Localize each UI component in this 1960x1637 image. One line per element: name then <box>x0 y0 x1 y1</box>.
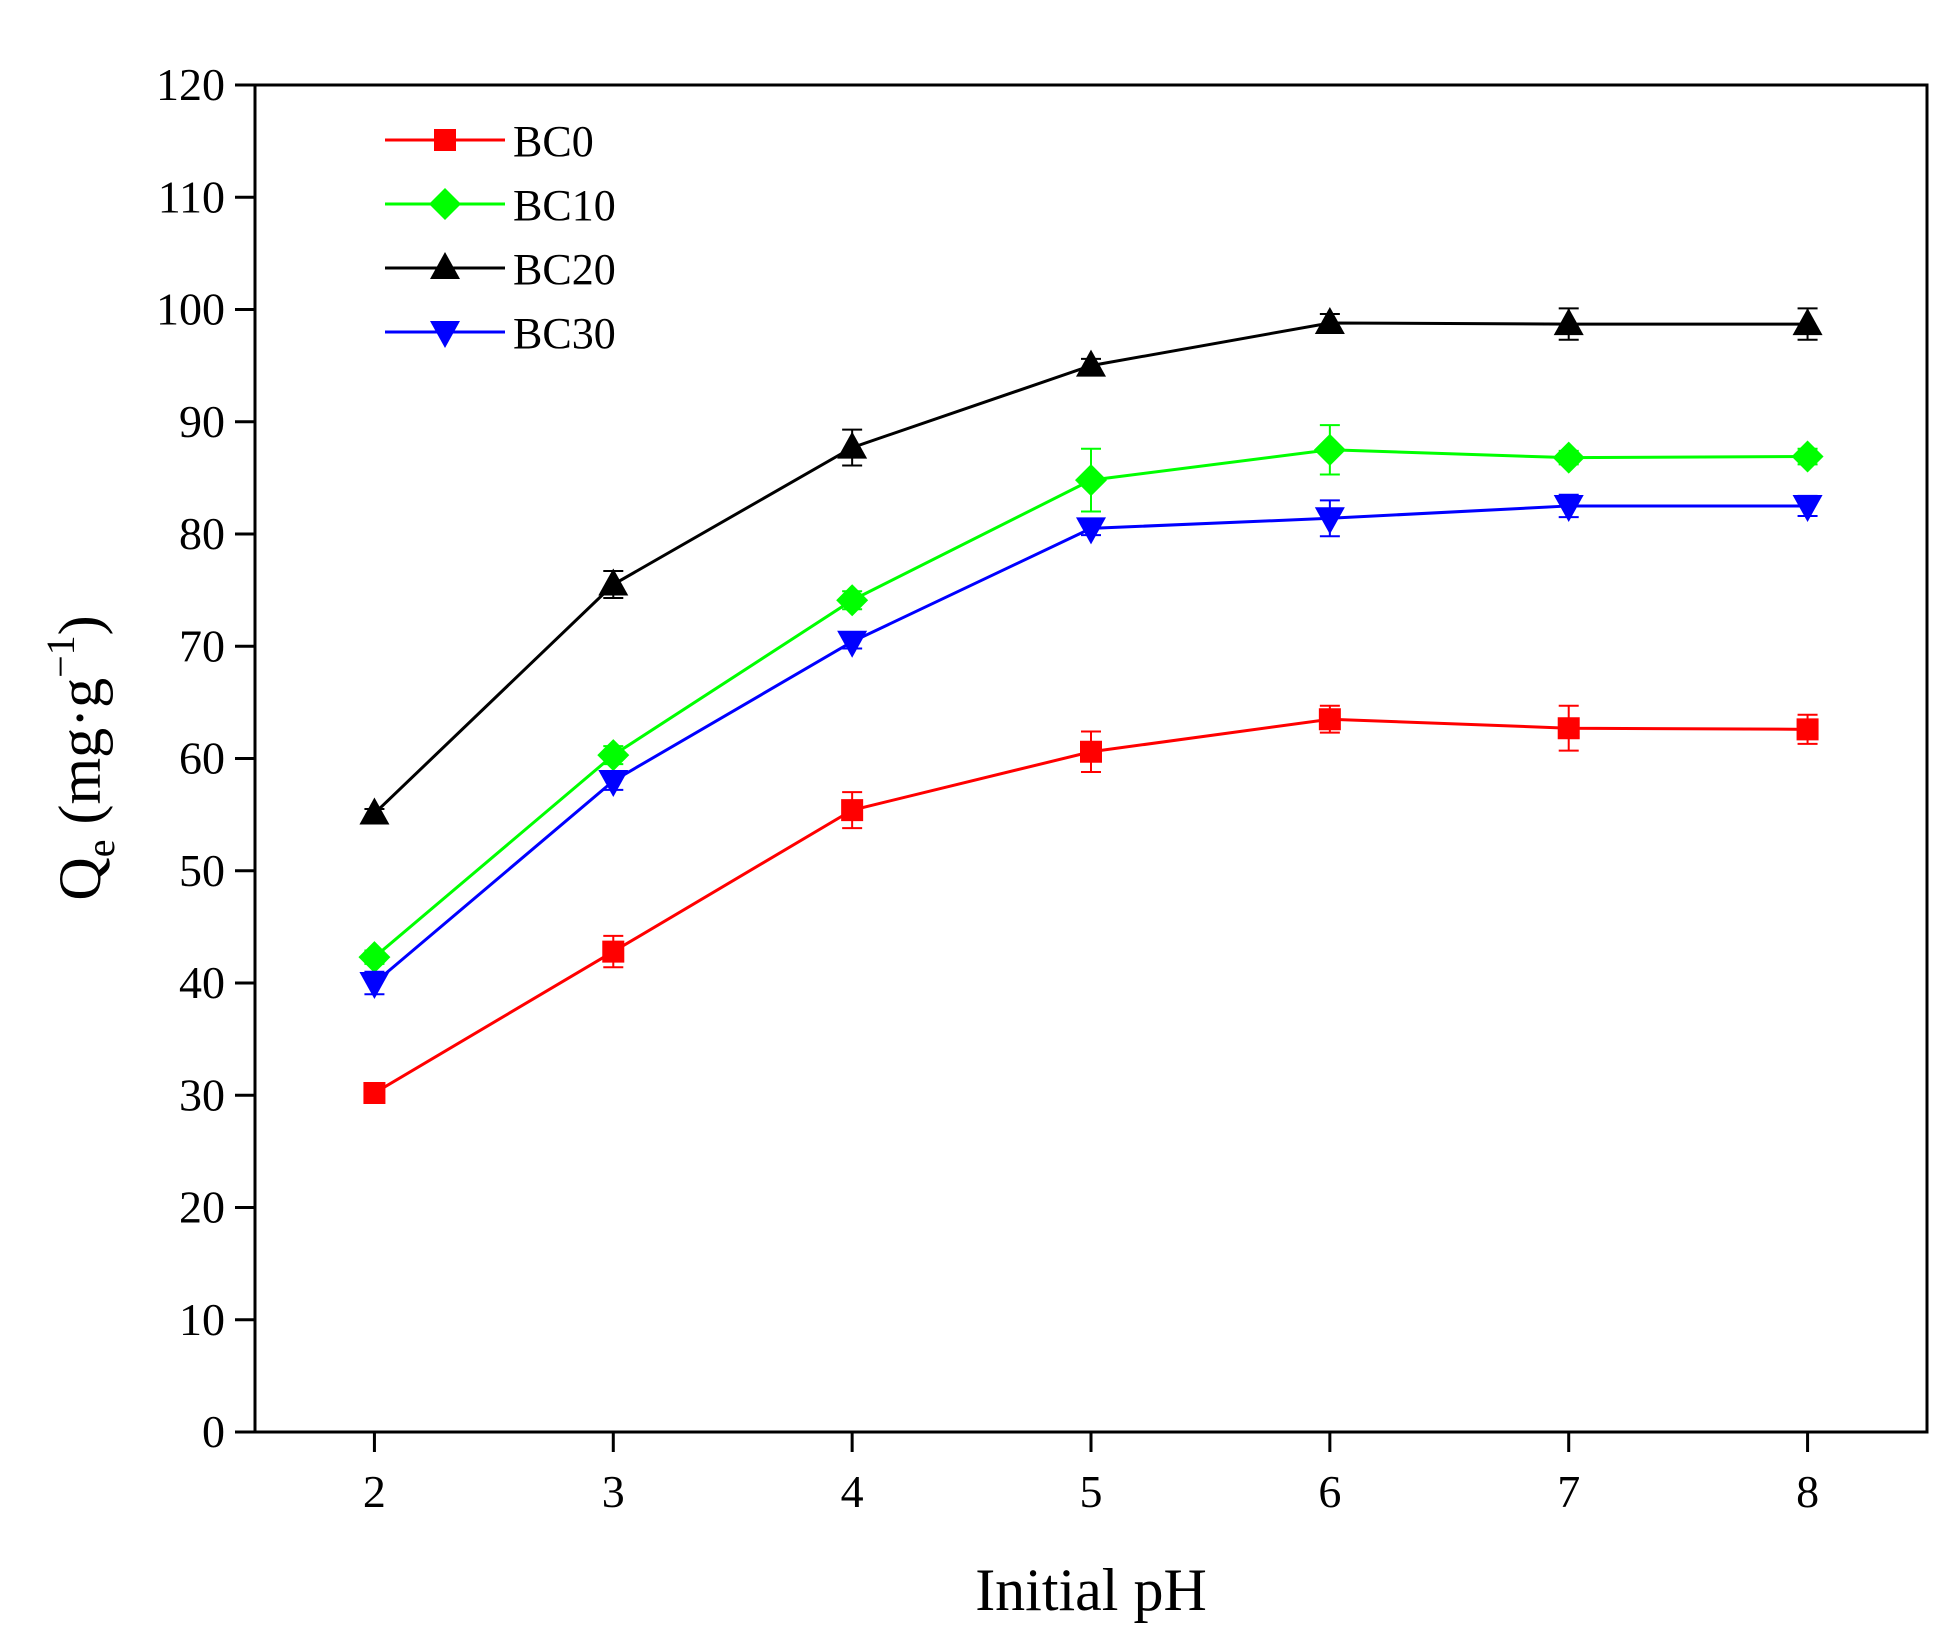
y-tick-label-60: 60 <box>179 733 225 784</box>
data-point-BC20-8 <box>1792 308 1823 336</box>
x-tick-label-3: 3 <box>602 1466 625 1517</box>
x-tick-label-2: 2 <box>363 1466 386 1517</box>
data-point-BC20-3 <box>598 568 629 596</box>
series-BC30 <box>359 493 1823 999</box>
y-axis-title: Qe (mg·g−1) <box>38 615 123 900</box>
y-axis-title-units-sup: −1 <box>38 635 83 678</box>
y-tick-label-0: 0 <box>202 1406 225 1457</box>
data-point-BC10-8 <box>1791 440 1824 473</box>
data-point-BC20-5 <box>1076 349 1106 377</box>
data-point-BC0-7 <box>1557 717 1580 740</box>
x-tick-label-7: 7 <box>1557 1466 1580 1517</box>
data-point-BC10-5 <box>1075 464 1107 497</box>
data-point-BC20-6 <box>1314 306 1345 334</box>
y-tick-label-110: 110 <box>158 171 225 222</box>
data-point-BC0-5 <box>1080 740 1102 763</box>
y-tick-label-40: 40 <box>179 957 225 1008</box>
legend-label-BC20: BC20 <box>513 245 616 294</box>
legend-item-BC20: BC20 <box>385 245 616 294</box>
y-tick-label-20: 20 <box>179 1182 225 1233</box>
data-point-BC0-8 <box>1796 718 1819 741</box>
x-tick-label-8: 8 <box>1796 1466 1819 1517</box>
legend-label-BC30: BC30 <box>513 309 616 358</box>
y-axis-title-main: Q <box>47 857 113 900</box>
data-point-BC30-6 <box>1314 507 1345 535</box>
data-point-BC20-7 <box>1553 308 1584 336</box>
data-point-BC10-7 <box>1552 441 1585 474</box>
data-point-BC0-3 <box>602 940 625 963</box>
x-axis-title: Initial pH <box>975 1557 1207 1623</box>
legend-label-BC10: BC10 <box>513 181 616 230</box>
data-point-BC10-4 <box>836 584 869 617</box>
y-tick-label-80: 80 <box>179 508 225 559</box>
legend-label-BC0: BC0 <box>513 117 594 166</box>
legend-marker-BC10 <box>429 188 461 220</box>
legend: BC0 BC10 BC20 BC30 <box>385 117 616 358</box>
y-tick-label-100: 100 <box>156 284 225 335</box>
y-tick-label-50: 50 <box>179 845 225 896</box>
data-point-BC30-2 <box>359 972 390 999</box>
data-point-BC0-2 <box>363 1082 386 1105</box>
x-tick-label-5: 5 <box>1080 1466 1103 1517</box>
data-point-BC10-2 <box>358 941 391 974</box>
series-BC20 <box>359 306 1823 825</box>
y-axis-title-units-close: ) <box>47 615 113 635</box>
x-tick-label-4: 4 <box>841 1466 864 1517</box>
y-tick-label-90: 90 <box>179 396 225 447</box>
legend-marker-BC0 <box>434 129 456 151</box>
legend-item-BC10: BC10 <box>385 181 616 230</box>
y-axis-title-units: (mg·g <box>47 678 113 840</box>
data-point-BC0-6 <box>1318 708 1341 731</box>
data-point-BC10-3 <box>597 739 630 772</box>
y-tick-label-30: 30 <box>179 1069 225 1120</box>
data-point-BC30-4 <box>837 630 868 658</box>
series-BC0 <box>363 704 1819 1105</box>
data-point-BC30-5 <box>1076 517 1106 545</box>
legend-marker-BC20 <box>430 252 460 279</box>
data-point-BC0-4 <box>841 799 864 822</box>
data-point-BC10-6 <box>1313 433 1346 466</box>
data-point-BC30-8 <box>1792 494 1823 522</box>
data-point-BC20-2 <box>359 797 390 825</box>
y-tick-label-70: 70 <box>179 620 225 671</box>
y-tick-label-10: 10 <box>179 1294 225 1345</box>
data-point-BC20-4 <box>837 431 868 459</box>
series-BC10 <box>358 424 1824 974</box>
data-point-BC30-7 <box>1553 494 1584 522</box>
legend-item-BC30: BC30 <box>385 309 616 358</box>
y-tick-label-120: 120 <box>156 59 225 110</box>
y-axis-title-sub: e <box>78 840 123 858</box>
x-tick-label-6: 6 <box>1318 1466 1341 1517</box>
legend-marker-BC30 <box>430 321 460 348</box>
plot-area <box>358 306 1824 1105</box>
legend-item-BC0: BC0 <box>385 117 594 166</box>
data-point-BC30-3 <box>598 769 629 797</box>
axes: 0 10 20 30 40 50 60 70 80 90 100 110 120 2 3 4 5 6 7 8 <box>156 59 1819 1517</box>
